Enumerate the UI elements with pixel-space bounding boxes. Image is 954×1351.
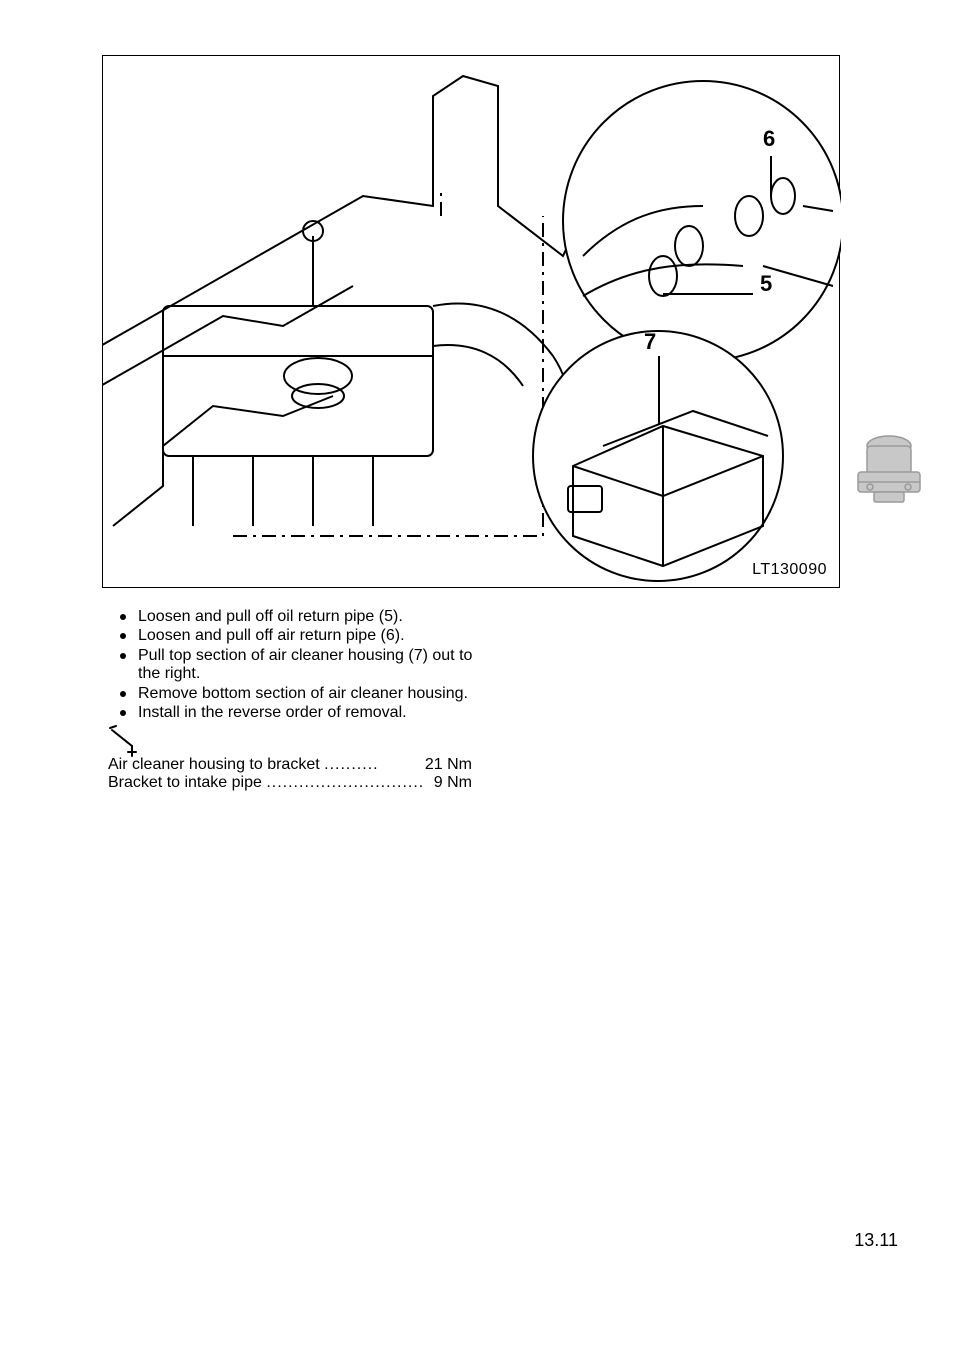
torque-dots: .......... [324, 756, 416, 774]
instruction-item: Remove bottom section of air cleaner hou… [126, 685, 473, 703]
instruction-item: Loosen and pull off air return pipe (6). [126, 627, 473, 645]
instruction-item: Install in the reverse order of removal. [126, 704, 473, 722]
torque-value: 9 Nm [430, 774, 472, 792]
torque-label: Bracket to intake pipe [108, 774, 262, 792]
torque-label: Air cleaner housing to bracket [108, 756, 320, 774]
torque-wrench-icon [108, 724, 144, 760]
instruction-list: Loosen and pull off oil return pipe (5).… [108, 608, 473, 723]
component-icon [850, 432, 928, 510]
instruction-item: Pull top section of air cleaner housing … [126, 647, 473, 684]
page-number: 13.11 [854, 1230, 898, 1251]
page: 5 6 7 LT130090 Loosen and pull off oil r… [0, 0, 954, 1351]
figure-reference: LT130090 [752, 561, 827, 579]
torque-row: Air cleaner housing to bracket .........… [108, 756, 472, 774]
instruction-text: Install in the reverse order of removal. [138, 704, 407, 721]
instruction-text: Loosen and pull off air return pipe (6). [138, 627, 405, 644]
callout-6: 6 [763, 126, 775, 152]
torque-specs: Air cleaner housing to bracket .........… [108, 756, 472, 793]
callout-5: 5 [760, 271, 772, 297]
figure-svg [103, 56, 841, 589]
instruction-text: Remove bottom section of air cleaner hou… [138, 685, 468, 702]
instruction-text: Pull top section of air cleaner housing … [138, 647, 472, 682]
torque-row: Bracket to intake pipe .................… [108, 774, 472, 792]
instruction-text: Loosen and pull off oil return pipe (5). [138, 608, 403, 625]
instruction-item: Loosen and pull off oil return pipe (5). [126, 608, 473, 626]
technical-figure: 5 6 7 LT130090 [102, 55, 840, 588]
torque-value: 21 Nm [421, 756, 472, 774]
torque-dots: ........................................… [266, 774, 425, 792]
callout-7: 7 [644, 329, 656, 355]
